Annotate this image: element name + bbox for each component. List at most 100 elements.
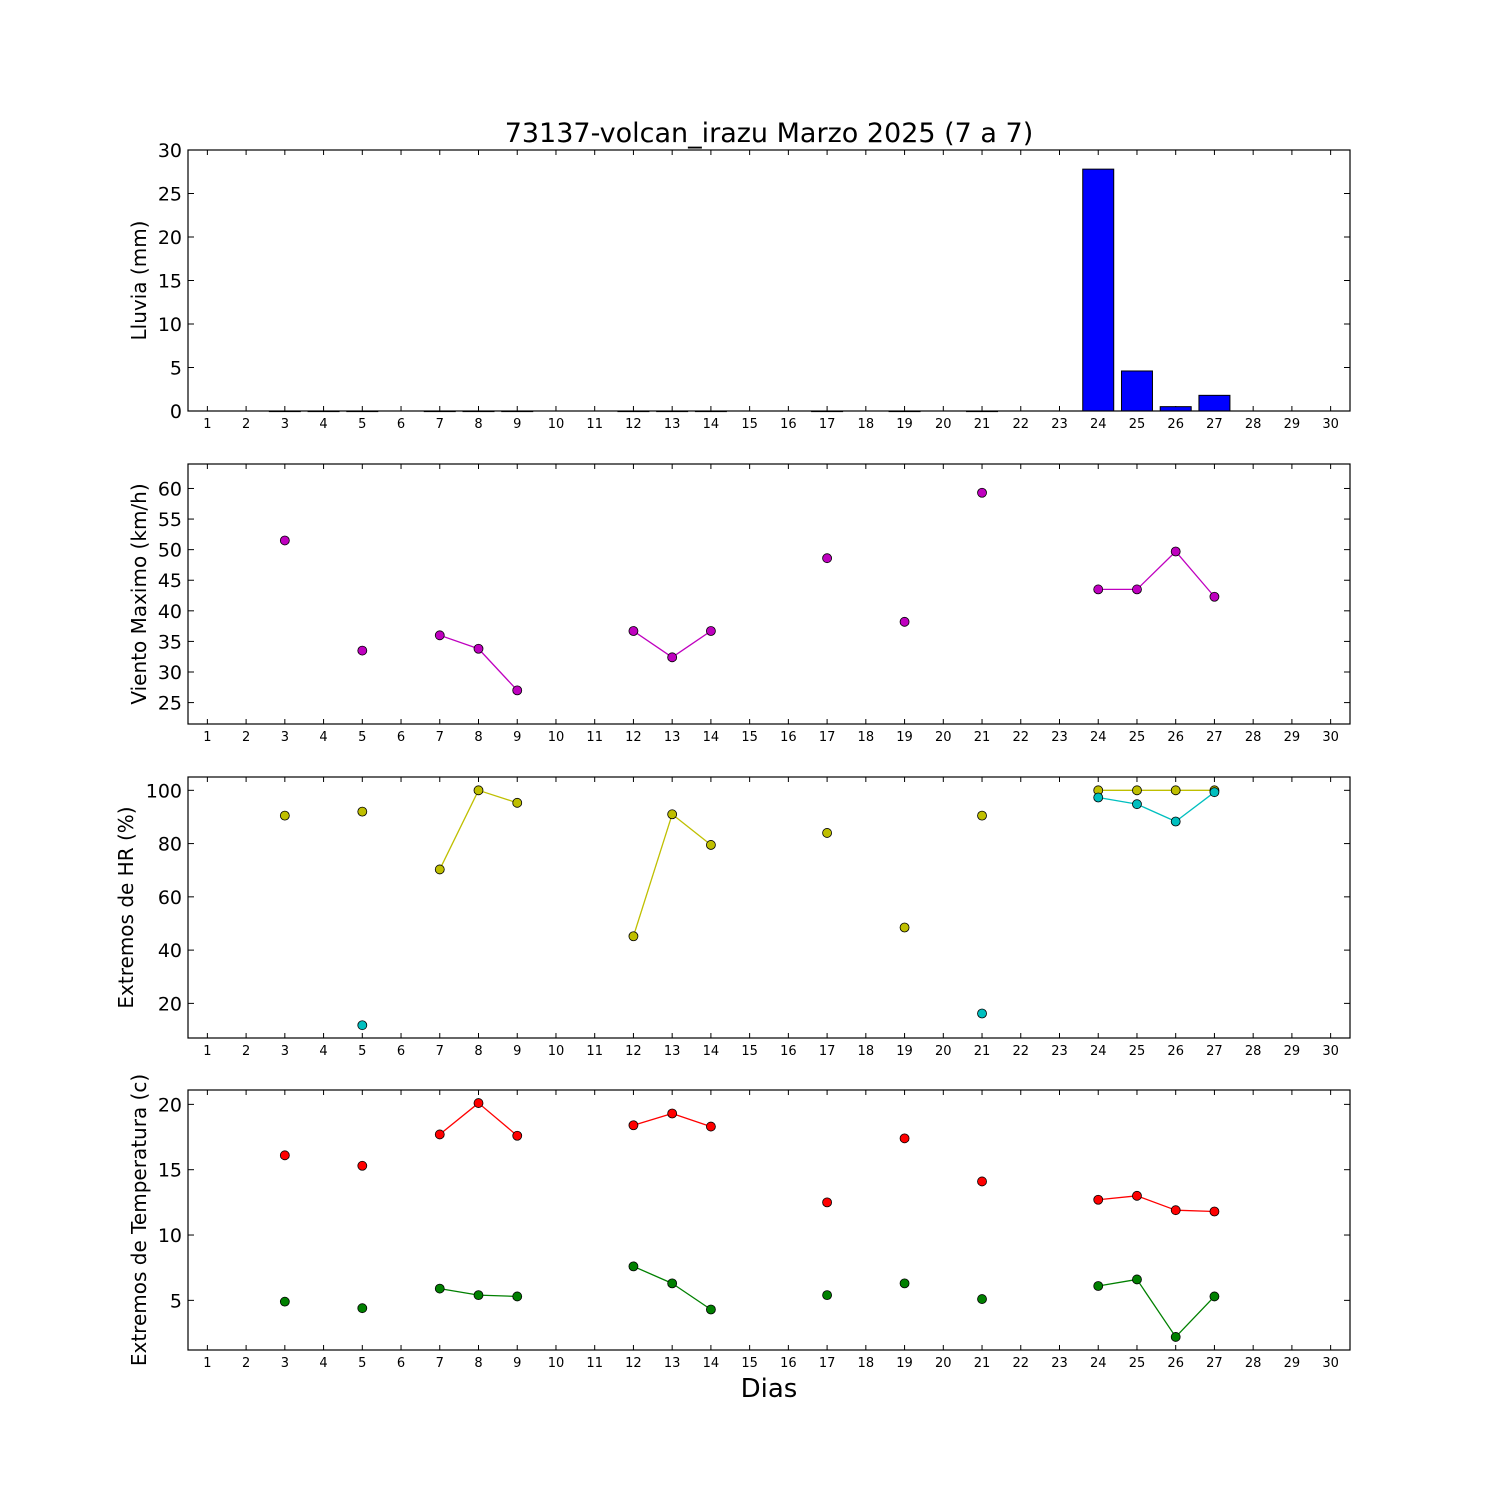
data-point: [1132, 584, 1142, 595]
series-line-segment: [439, 790, 480, 870]
x-tick-label: 6: [397, 1044, 405, 1059]
x-tick-label: 14: [703, 1044, 720, 1059]
data-point: [1209, 1291, 1220, 1302]
data-point: [357, 1160, 368, 1171]
series-line-segment: [1098, 1195, 1138, 1201]
x-tick-label: 14: [703, 1356, 720, 1371]
x-tick-label: 16: [780, 1356, 797, 1371]
series-line-segment: [633, 630, 673, 658]
data-point: [667, 809, 678, 820]
data-point: [822, 553, 832, 564]
x-tick-label: 21: [974, 1356, 991, 1371]
data-point: [977, 1294, 987, 1304]
data-point: [357, 806, 368, 817]
data-point: [279, 1150, 290, 1161]
x-tick-label: 21: [974, 1044, 991, 1059]
data-point: [434, 1129, 445, 1140]
x-tick-label: 24: [1090, 417, 1107, 432]
series-line-segment: [632, 814, 673, 937]
data-point: [357, 1020, 368, 1031]
x-tick-label: 9: [513, 1044, 521, 1059]
plot-frame: [187, 1089, 1351, 1351]
data-point: [473, 1290, 484, 1301]
y-tick-label: 40: [158, 940, 182, 962]
y-tick-label: 10: [158, 314, 182, 336]
x-tick-label: 17: [819, 1044, 836, 1059]
data-point: [977, 1008, 987, 1019]
x-tick-label: 13: [664, 730, 681, 745]
x-tick-label: 11: [586, 730, 603, 745]
data-point: [977, 487, 987, 498]
x-tick-label: 18: [858, 417, 875, 432]
x-tick-label: 6: [397, 417, 405, 432]
x-tick-label: 20: [935, 730, 952, 745]
data-point: [706, 626, 716, 636]
y-tick-label: 0: [170, 401, 182, 423]
y-tick-label: 30: [158, 140, 182, 162]
x-tick-label: 7: [436, 417, 444, 432]
data-point: [822, 828, 832, 838]
data-point: [1170, 816, 1181, 827]
data-point: [512, 1291, 523, 1302]
y-axis-label: Extremos de Temperatura (c): [127, 1074, 151, 1366]
y-tick-label: 40: [158, 601, 182, 623]
x-tick-label: 5: [358, 417, 366, 432]
x-tick-label: 2: [242, 417, 250, 432]
data-point: [1170, 546, 1181, 557]
x-tick-label: 4: [319, 1044, 327, 1059]
series-line-segment: [1136, 551, 1177, 590]
series-line-segment: [1175, 791, 1215, 822]
x-tick-label: 20: [935, 417, 952, 432]
x-tick-label: 12: [625, 1044, 642, 1059]
x-tick-label: 4: [319, 417, 327, 432]
data-point: [279, 1296, 290, 1307]
x-tick-label: 11: [586, 417, 603, 432]
x-tick-label: 20: [935, 1044, 952, 1059]
x-tick-label: 16: [780, 1044, 797, 1059]
x-tick-label: 25: [1129, 1356, 1146, 1371]
data-point: [706, 1304, 716, 1315]
x-tick-label: 10: [548, 730, 565, 745]
series-line-segment: [478, 1102, 518, 1137]
x-tick-label: 24: [1090, 730, 1107, 745]
y-tick-label: 55: [158, 509, 182, 531]
x-tick-label: 25: [1129, 730, 1146, 745]
bar: [1082, 168, 1115, 412]
bar: [1198, 394, 1231, 412]
x-tick-label: 9: [513, 417, 521, 432]
x-tick-label: 17: [819, 730, 836, 745]
data-point: [1209, 591, 1220, 602]
x-tick-label: 7: [436, 730, 444, 745]
y-tick-label: 80: [158, 834, 182, 856]
x-tick-label: 21: [974, 730, 991, 745]
series-line-segment: [633, 1112, 673, 1126]
x-tick-label: 5: [358, 1356, 366, 1371]
x-tick-label: 19: [896, 417, 913, 432]
x-tick-label: 29: [1284, 730, 1301, 745]
y-tick-label: 10: [158, 1225, 182, 1247]
x-axis-label: Dias: [741, 1374, 798, 1404]
data-point: [706, 840, 716, 850]
x-tick-label: 27: [1206, 417, 1223, 432]
series-line-segment: [478, 789, 518, 804]
x-tick-label: 28: [1245, 1356, 1262, 1371]
x-tick-label: 17: [819, 1356, 836, 1371]
x-tick-label: 6: [397, 730, 405, 745]
x-tick-label: 8: [474, 1356, 482, 1371]
x-tick-label: 11: [586, 1044, 603, 1059]
x-tick-label: 27: [1206, 1044, 1223, 1059]
x-tick-label: 16: [780, 417, 797, 432]
data-point: [1132, 1190, 1142, 1201]
plot-frame: [187, 463, 1351, 725]
x-tick-label: 23: [1051, 417, 1068, 432]
data-point: [357, 1303, 368, 1314]
x-tick-label: 3: [281, 1356, 289, 1371]
x-tick-label: 2: [242, 730, 250, 745]
x-tick-label: 12: [625, 417, 642, 432]
y-tick-label: 15: [158, 1160, 182, 1182]
x-tick-label: 6: [397, 1356, 405, 1371]
y-tick-label: 20: [158, 227, 182, 249]
x-tick-label: 10: [548, 1044, 565, 1059]
